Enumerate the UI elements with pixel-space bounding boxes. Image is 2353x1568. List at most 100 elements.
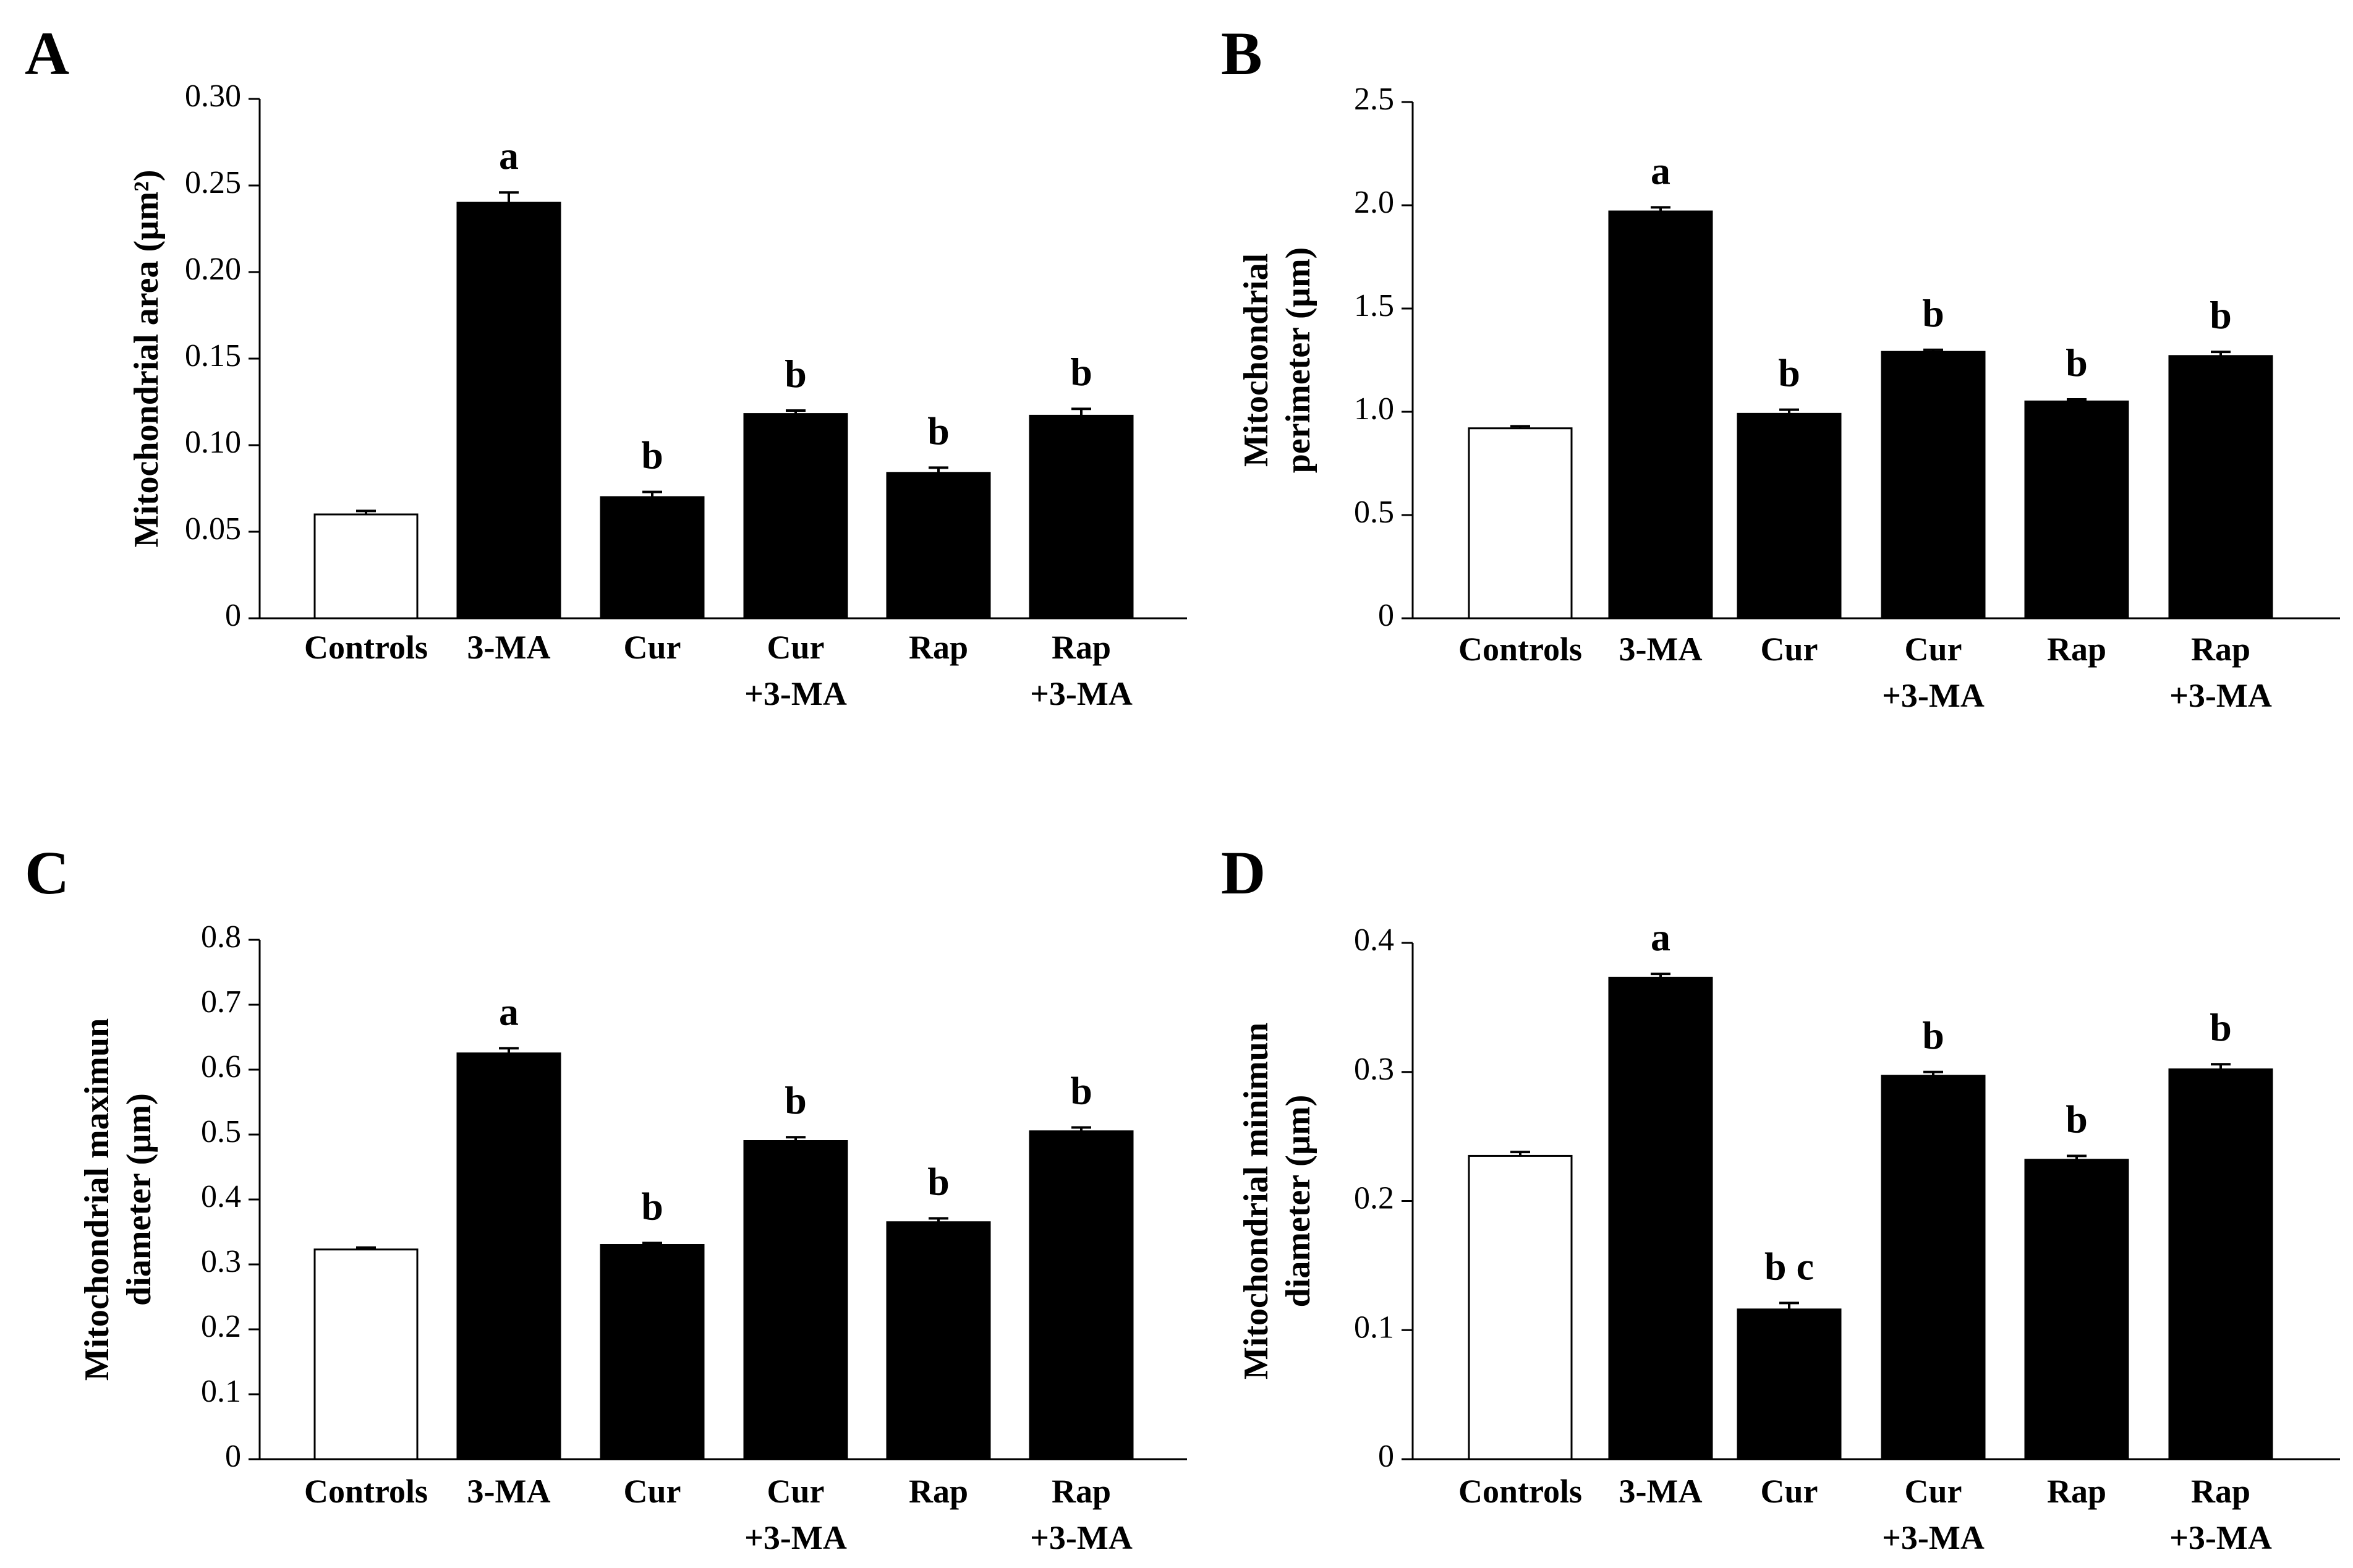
category-label: Cur +3-MA bbox=[744, 629, 847, 712]
category-label: Rap +3-MA bbox=[2169, 1473, 2272, 1556]
bar-3 bbox=[1737, 412, 1842, 620]
significance-label: a bbox=[1651, 915, 1670, 959]
y-tick-label: 0.4 bbox=[201, 1179, 241, 1214]
bar-2 bbox=[456, 202, 561, 620]
significance-label: b bbox=[641, 1184, 663, 1228]
y-axis-label: Mitochondrial maximun diameter (µm) bbox=[78, 1018, 158, 1381]
significance-label: a bbox=[1651, 148, 1670, 192]
category-label-line: 3-MA bbox=[1619, 631, 1703, 668]
significance-label: b c bbox=[1764, 1244, 1814, 1288]
significance-label: a bbox=[499, 134, 519, 177]
category-label-line: Controls bbox=[1458, 631, 1582, 668]
category-label: Controls bbox=[304, 629, 428, 666]
category-label-line: Cur bbox=[1761, 1473, 1818, 1510]
significance-label: a bbox=[499, 989, 519, 1033]
bar-6 bbox=[1029, 1130, 1134, 1460]
category-label-line: Rap bbox=[909, 1473, 968, 1510]
bar-1 bbox=[1468, 427, 1573, 620]
category-label-line: Controls bbox=[1458, 1473, 1582, 1510]
bar-6 bbox=[2168, 1068, 2273, 1460]
y-tick-label: 0.1 bbox=[201, 1374, 241, 1409]
bar-4 bbox=[743, 413, 848, 620]
bar-6 bbox=[2168, 355, 2273, 620]
category-label: Controls bbox=[304, 1473, 428, 1510]
category-label: Rap +3-MA bbox=[2169, 631, 2272, 714]
bar-4 bbox=[743, 1140, 848, 1460]
bar-2 bbox=[1608, 976, 1713, 1460]
bar-5 bbox=[2024, 1159, 2129, 1460]
category-label: Cur bbox=[1761, 631, 1818, 668]
category-label: Rap +3-MA bbox=[1030, 1473, 1133, 1556]
significance-label: b bbox=[927, 409, 950, 453]
y-axis-label-line: perimeter (µm) bbox=[1279, 247, 1317, 473]
y-tick-label: 0.3 bbox=[1354, 1052, 1394, 1087]
bar-5 bbox=[886, 472, 991, 620]
chart-panel-d: D 0 0.1 0.2 0.3 0.4 Mitochondrial minimun diame… bbox=[1221, 838, 2340, 1556]
significance-label: b bbox=[1778, 351, 1800, 395]
category-label-line: +3-MA bbox=[1882, 677, 1985, 714]
category-label: Rap bbox=[909, 1473, 968, 1510]
category-label: Cur +3-MA bbox=[744, 1473, 847, 1556]
significance-label: b bbox=[1922, 1013, 1944, 1057]
category-label: Controls bbox=[1458, 1473, 1582, 1510]
category-label-line: +3-MA bbox=[744, 1519, 847, 1556]
significance-label: b bbox=[1922, 291, 1944, 335]
category-label-line: Controls bbox=[304, 629, 428, 666]
y-tick-label: 0 bbox=[1378, 598, 1394, 633]
category-label-line: Cur bbox=[767, 629, 825, 666]
bar-5 bbox=[886, 1221, 991, 1460]
y-tick-label: 0.15 bbox=[185, 338, 241, 373]
y-tick-label: 1.0 bbox=[1354, 391, 1394, 427]
y-tick-label: 0.8 bbox=[201, 919, 241, 955]
category-label: 3-MA bbox=[1619, 1473, 1703, 1510]
y-tick-label: 0.7 bbox=[201, 984, 241, 1020]
bar-3 bbox=[600, 1244, 705, 1460]
category-label: Rap bbox=[2047, 1473, 2106, 1510]
category-label: 3-MA bbox=[1619, 631, 1703, 668]
category-label-line: Rap bbox=[909, 629, 968, 666]
panel-letter: C bbox=[25, 838, 69, 907]
y-tick-label: 0.6 bbox=[201, 1049, 241, 1084]
significance-label: b bbox=[785, 352, 807, 396]
category-label-line: Cur bbox=[767, 1473, 825, 1510]
y-tick-label: 0.5 bbox=[201, 1114, 241, 1149]
category-label: Rap bbox=[2047, 631, 2106, 668]
bar-1 bbox=[1468, 1154, 1573, 1460]
category-label: Cur bbox=[624, 629, 681, 666]
category-label-line: Rap bbox=[1052, 629, 1111, 666]
bar-3 bbox=[600, 496, 705, 620]
category-label-line: Rap bbox=[2047, 631, 2106, 668]
bar-3 bbox=[1737, 1308, 1842, 1460]
bar-4 bbox=[1881, 351, 1986, 620]
significance-label: b bbox=[1070, 1068, 1092, 1112]
category-label: 3-MA bbox=[467, 1473, 551, 1510]
y-tick-label: 0.20 bbox=[185, 252, 241, 287]
bar-2 bbox=[456, 1052, 561, 1460]
y-axis-label: Mitochondrial perimeter (µm) bbox=[1237, 247, 1317, 473]
y-axis-label: Mitochondrial minimun diameter (µm) bbox=[1237, 1023, 1317, 1379]
category-label-line: +3-MA bbox=[744, 675, 847, 712]
y-tick-label: 0.2 bbox=[201, 1309, 241, 1344]
category-label-line: 3-MA bbox=[1619, 1473, 1703, 1510]
category-label-line: +3-MA bbox=[1882, 1519, 1985, 1556]
category-label-line: Rap bbox=[2191, 631, 2250, 668]
y-tick-label: 0 bbox=[225, 1439, 241, 1474]
y-tick-label: 0 bbox=[225, 598, 241, 633]
y-tick-label: 0.1 bbox=[1354, 1310, 1394, 1345]
category-label-line: Cur bbox=[624, 629, 681, 666]
category-label: Controls bbox=[1458, 631, 1582, 668]
significance-label: b bbox=[927, 1159, 950, 1203]
category-label-line: Cur bbox=[1905, 631, 1962, 668]
panel-letter: D bbox=[1221, 838, 1266, 907]
y-axis-label-line: diameter (µm) bbox=[1279, 1095, 1317, 1308]
category-label: Cur bbox=[624, 1473, 681, 1510]
category-label-line: Rap bbox=[2191, 1473, 2250, 1510]
category-label-line: Rap bbox=[2047, 1473, 2106, 1510]
category-label-line: Cur bbox=[1761, 631, 1818, 668]
category-label: Cur +3-MA bbox=[1882, 631, 1985, 714]
bar-2 bbox=[1608, 210, 1713, 620]
bar-6 bbox=[1029, 414, 1134, 620]
significance-label: b bbox=[1070, 350, 1092, 394]
significance-label: b bbox=[2210, 293, 2232, 337]
significance-label: b bbox=[2066, 1097, 2088, 1141]
